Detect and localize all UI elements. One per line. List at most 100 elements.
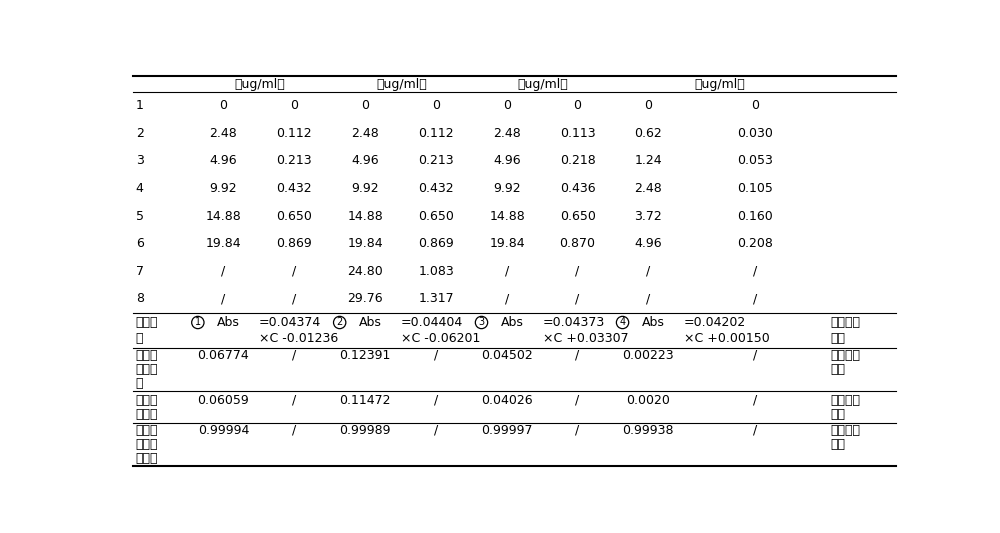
Text: Abs: Abs — [501, 316, 524, 329]
Text: /: / — [434, 349, 438, 362]
Text: 0.99989: 0.99989 — [340, 424, 391, 437]
Text: =0.04202: =0.04202 — [684, 316, 746, 329]
Text: 0.99938: 0.99938 — [622, 424, 674, 437]
Text: 9.92: 9.92 — [351, 182, 379, 195]
Text: ×C -0.06201: ×C -0.06201 — [401, 332, 480, 345]
Text: /: / — [434, 424, 438, 437]
Text: 0.053: 0.053 — [737, 155, 773, 167]
Text: 0.105: 0.105 — [737, 182, 773, 195]
Text: 9.92: 9.92 — [210, 182, 237, 195]
Text: 0.869: 0.869 — [418, 237, 454, 250]
Text: 0.06059: 0.06059 — [198, 394, 249, 407]
Text: 程: 程 — [136, 332, 143, 345]
Text: 2.48: 2.48 — [493, 127, 521, 140]
Text: （ug/ml）: （ug/ml） — [694, 78, 745, 91]
Text: 2: 2 — [337, 318, 343, 327]
Text: =0.04373: =0.04373 — [543, 316, 605, 329]
Text: /: / — [753, 424, 757, 437]
Text: （ug/ml）: （ug/ml） — [376, 78, 427, 91]
Text: /: / — [434, 394, 438, 407]
Text: 0.432: 0.432 — [418, 182, 454, 195]
Text: 14.88: 14.88 — [489, 209, 525, 223]
Text: 1.24: 1.24 — [634, 155, 662, 167]
Text: 0.650: 0.650 — [560, 209, 596, 223]
Text: 电脑系统: 电脑系统 — [830, 424, 860, 437]
Text: /: / — [575, 424, 580, 437]
Text: 电脑系统: 电脑系统 — [830, 394, 860, 407]
Text: 2.48: 2.48 — [634, 182, 662, 195]
Text: /: / — [221, 292, 226, 305]
Text: 数据: 数据 — [830, 332, 845, 345]
Text: 0.62: 0.62 — [634, 127, 662, 140]
Text: 6: 6 — [136, 237, 144, 250]
Text: Abs: Abs — [642, 316, 665, 329]
Text: /: / — [753, 349, 757, 362]
Text: 14.88: 14.88 — [206, 209, 241, 223]
Text: 5: 5 — [136, 209, 144, 223]
Text: 量）相: 量）相 — [136, 438, 158, 451]
Text: 标准误: 标准误 — [136, 363, 158, 376]
Text: 4: 4 — [619, 318, 626, 327]
Text: 残余标: 残余标 — [136, 394, 158, 407]
Text: 0.650: 0.650 — [418, 209, 454, 223]
Text: 29.76: 29.76 — [347, 292, 383, 305]
Text: 电脑系统: 电脑系统 — [830, 316, 860, 329]
Text: /: / — [575, 292, 580, 305]
Text: 0.0020: 0.0020 — [626, 394, 670, 407]
Text: 0.869: 0.869 — [276, 237, 312, 250]
Text: 3.72: 3.72 — [634, 209, 662, 223]
Text: /: / — [575, 349, 580, 362]
Text: 4: 4 — [136, 182, 144, 195]
Text: 0.213: 0.213 — [277, 155, 312, 167]
Text: 0.208: 0.208 — [737, 237, 773, 250]
Text: ×C +0.03307: ×C +0.03307 — [543, 332, 628, 345]
Text: /: / — [575, 394, 580, 407]
Text: 0.112: 0.112 — [418, 127, 454, 140]
Text: /: / — [753, 292, 757, 305]
Text: 估计的: 估计的 — [136, 349, 158, 362]
Text: 0.112: 0.112 — [277, 127, 312, 140]
Text: =0.04404: =0.04404 — [401, 316, 463, 329]
Text: 2.48: 2.48 — [210, 127, 237, 140]
Text: 电脑系统: 电脑系统 — [830, 349, 860, 362]
Text: 准偏差: 准偏差 — [136, 408, 158, 421]
Text: 1.083: 1.083 — [418, 265, 454, 278]
Text: 0.99994: 0.99994 — [198, 424, 249, 437]
Text: /: / — [505, 292, 509, 305]
Text: 0: 0 — [751, 99, 759, 112]
Text: 0.00223: 0.00223 — [622, 349, 674, 362]
Text: /: / — [221, 265, 226, 278]
Text: 0.218: 0.218 — [560, 155, 595, 167]
Text: Abs: Abs — [217, 316, 240, 329]
Text: 0: 0 — [432, 99, 440, 112]
Text: ×C -0.01236: ×C -0.01236 — [259, 332, 338, 345]
Text: /: / — [292, 265, 296, 278]
Text: 0.160: 0.160 — [737, 209, 773, 223]
Text: 2: 2 — [136, 127, 144, 140]
Text: /: / — [292, 394, 296, 407]
Text: 差: 差 — [136, 377, 143, 391]
Text: （多变: （多变 — [136, 424, 158, 437]
Text: （ug/ml）: （ug/ml） — [234, 78, 285, 91]
Text: 2.48: 2.48 — [351, 127, 379, 140]
Text: 0: 0 — [219, 99, 227, 112]
Text: 0: 0 — [290, 99, 298, 112]
Text: 9.92: 9.92 — [493, 182, 521, 195]
Text: 0.213: 0.213 — [418, 155, 454, 167]
Text: 数据: 数据 — [830, 363, 845, 376]
Text: /: / — [292, 292, 296, 305]
Text: 0.870: 0.870 — [560, 237, 596, 250]
Text: 0.11472: 0.11472 — [340, 394, 391, 407]
Text: 7: 7 — [136, 265, 144, 278]
Text: /: / — [575, 265, 580, 278]
Text: 0.650: 0.650 — [276, 209, 312, 223]
Text: Abs: Abs — [359, 316, 382, 329]
Text: 3: 3 — [478, 318, 485, 327]
Text: 4.96: 4.96 — [493, 155, 521, 167]
Text: （ug/ml）: （ug/ml） — [517, 78, 568, 91]
Text: 0: 0 — [361, 99, 369, 112]
Text: 0.06774: 0.06774 — [198, 349, 249, 362]
Text: 0.99997: 0.99997 — [481, 424, 533, 437]
Text: 8: 8 — [136, 292, 144, 305]
Text: 0.04502: 0.04502 — [481, 349, 533, 362]
